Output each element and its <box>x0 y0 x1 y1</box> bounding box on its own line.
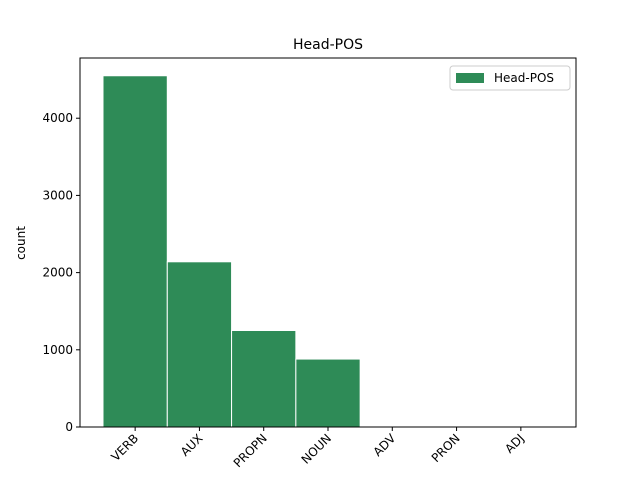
bar <box>295 358 361 428</box>
plot-frame <box>79 57 577 428</box>
x-tick-label: AUX <box>178 431 206 459</box>
y-tick-label: 0 <box>65 420 73 434</box>
legend-box <box>449 65 571 91</box>
x-tick-label: PRON <box>429 431 463 465</box>
y-tick-label: 1000 <box>42 343 73 357</box>
x-tick-label: NOUN <box>299 431 334 466</box>
y-tick-label: 4000 <box>42 111 73 125</box>
bar <box>102 75 168 428</box>
x-tick-label: VERB <box>108 431 141 464</box>
x-tick-label: ADJ <box>502 431 527 456</box>
x-tick-label: PROPN <box>231 431 270 470</box>
y-tick-label: 2000 <box>42 266 73 280</box>
y-tick-label: 3000 <box>42 188 73 202</box>
bar <box>231 330 297 428</box>
chart-title: Head-POS <box>293 37 363 53</box>
legend-swatch <box>456 73 484 83</box>
legend-label: Head-POS <box>494 71 554 85</box>
y-axis-label: count <box>14 226 28 260</box>
bar <box>166 261 233 428</box>
x-tick-label: ADV <box>371 431 399 459</box>
